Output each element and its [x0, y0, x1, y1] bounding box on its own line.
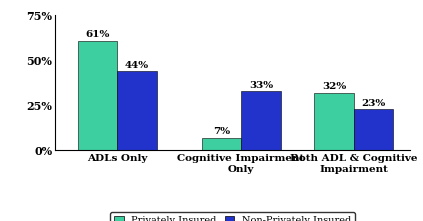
Text: 32%: 32%	[322, 82, 346, 91]
Bar	[77, 41, 117, 150]
Bar	[117, 71, 157, 150]
Text: 23%: 23%	[362, 99, 386, 107]
Text: 61%: 61%	[85, 30, 110, 39]
Legend: Privately Insured, Non-Privately Insured: Privately Insured, Non-Privately Insured	[110, 212, 355, 221]
Text: 33%: 33%	[249, 80, 273, 90]
Bar	[314, 93, 354, 150]
Bar	[202, 138, 241, 150]
Text: 7%: 7%	[213, 127, 230, 136]
Text: 44%: 44%	[125, 61, 149, 70]
Bar	[241, 91, 280, 150]
Bar	[354, 109, 393, 150]
